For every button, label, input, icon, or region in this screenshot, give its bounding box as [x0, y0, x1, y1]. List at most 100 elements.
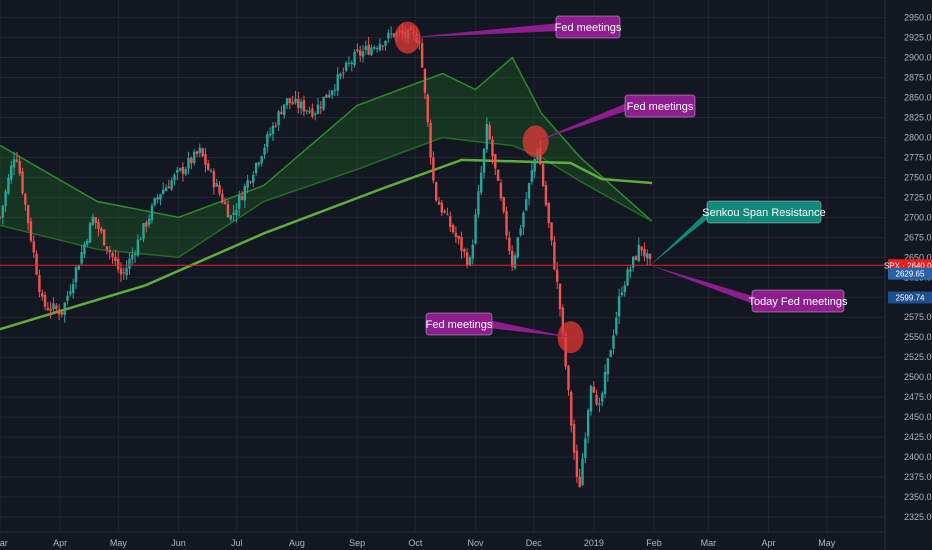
candle-body: [204, 154, 207, 166]
candle-body: [71, 284, 75, 294]
candle-body: [437, 201, 441, 205]
candle-body: [623, 285, 626, 293]
candle-body: [533, 158, 536, 172]
candle-body: [370, 47, 373, 55]
candle-body: [505, 211, 508, 236]
y-tick-label: 2925.00: [904, 33, 932, 43]
candle-body: [634, 256, 638, 260]
candle-body: [190, 157, 193, 164]
candle-body: [280, 111, 283, 115]
candle-body: [510, 250, 514, 267]
candle-body: [285, 98, 289, 106]
time-axis[interactable]: Mar Apr May Jun Jul Aug Sep Oct Nov Dec 2019 Feb Mar…: [0, 531, 885, 548]
candle-body: [116, 258, 120, 270]
y-tick-label: 2400.00: [904, 452, 932, 462]
candle-body: [291, 102, 294, 105]
candle-body: [364, 46, 368, 51]
ma-200-line: [0, 158, 653, 331]
candle-body: [299, 101, 303, 109]
candle-body: [218, 184, 221, 194]
candle-body: [297, 98, 300, 108]
candle-body: [361, 51, 365, 57]
candle-body: [316, 104, 320, 114]
annotation-box: [751, 289, 845, 313]
candle-body: [468, 257, 472, 266]
candle-body: [111, 252, 114, 257]
candle-body: [451, 224, 455, 233]
candle-body: [502, 197, 505, 212]
candle-body: [330, 90, 334, 95]
candle-body: [612, 335, 615, 349]
candlestick-series: [0, 23, 652, 488]
y-tick-label: 2525.00: [904, 352, 932, 362]
y-tick-label: 2425.00: [904, 432, 932, 442]
candle-body: [601, 393, 604, 402]
candle-body: [187, 158, 190, 169]
candle-body: [102, 229, 106, 246]
y-tick-label: 2700.00: [904, 212, 932, 222]
candle-body: [496, 170, 500, 181]
candle-body: [249, 181, 252, 183]
candle-body: [432, 157, 435, 181]
y-tick-label: 2850.00: [904, 92, 932, 102]
x-tick-label: Oct: [408, 538, 423, 548]
grid-lines: [0, 0, 885, 532]
y-tick-label: 2900.00: [904, 53, 932, 63]
candle-body: [480, 172, 483, 193]
candle-body: [550, 222, 553, 241]
candle-body: [18, 161, 21, 174]
candle-body: [603, 371, 607, 394]
annotation-pointer: [535, 102, 629, 142]
candle-body: [156, 197, 159, 200]
candle-body: [207, 163, 210, 171]
candle-body: [268, 133, 272, 136]
candle-body: [257, 162, 261, 165]
candle-body: [530, 170, 534, 182]
candle-body: [373, 47, 376, 49]
candle-body: [620, 292, 624, 295]
candle-body: [567, 365, 570, 390]
candle-body: [606, 358, 610, 375]
candle-body: [125, 268, 128, 276]
candle-body: [581, 458, 584, 486]
candle-body: [260, 156, 263, 164]
candle-body: [474, 214, 477, 244]
y-tick-label: 2375.00: [904, 472, 932, 482]
candle-body: [91, 216, 95, 226]
candle-body: [215, 183, 218, 187]
candle-body: [159, 194, 162, 200]
y-tick-label: 2575.00: [904, 312, 932, 322]
candle-body: [55, 305, 58, 310]
candle-body: [584, 438, 587, 459]
candle-body: [522, 212, 525, 228]
candle-body: [80, 251, 83, 264]
candle-body: [420, 43, 424, 68]
y-tick-label: 2350.00: [904, 492, 932, 502]
y-tick-label: 2750.00: [904, 172, 932, 182]
y-tick-label: 2325.00: [904, 512, 932, 522]
candle-body: [238, 195, 241, 209]
candle-body: [389, 33, 393, 35]
x-tick-label: May: [818, 538, 836, 548]
candle-body: [136, 239, 140, 256]
candle-body: [353, 51, 356, 66]
x-tick-label: Mar: [0, 538, 8, 548]
candle-body: [229, 215, 232, 220]
candle-body: [128, 259, 131, 269]
candle-body: [131, 254, 134, 260]
candle-body: [460, 236, 463, 252]
x-tick-label: Mar: [701, 538, 717, 548]
candle-body: [305, 110, 308, 112]
price-badge: [888, 267, 932, 280]
candle-body: [465, 252, 469, 266]
candle-body: [66, 295, 69, 301]
candle-body: [471, 244, 474, 259]
candle-body: [328, 94, 331, 98]
candle-body: [240, 196, 244, 200]
candle-body: [519, 228, 522, 236]
candle-body: [35, 253, 38, 275]
candle-body: [212, 171, 216, 188]
candle-body: [226, 204, 230, 218]
